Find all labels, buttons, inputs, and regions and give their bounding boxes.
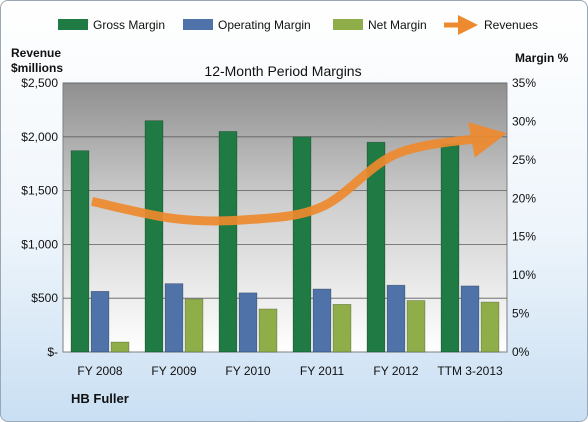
x-tick-label: FY 2008	[77, 364, 122, 378]
y-right-tick-label: 0%	[512, 345, 530, 359]
y-right-tick-label: 25%	[512, 153, 536, 167]
x-tick-label: FY 2011	[300, 364, 345, 378]
x-tick-label: FY 2009	[151, 364, 196, 378]
legend: Gross Margin Operating Margin Net Margin…	[58, 15, 538, 35]
y-right-tick-label: 20%	[512, 191, 536, 205]
y-left-ticks: $- $500 $1,000 $1,500 $2,000 $2,500	[21, 76, 58, 359]
y-right-ticks: 0% 5% 10% 15% 20% 25% 30% 35%	[512, 76, 536, 359]
x-tick-label: FY 2010	[225, 364, 270, 378]
bar-net-margin	[406, 300, 426, 353]
line-revenues	[91, 122, 507, 226]
company-label: HB Fuller	[71, 391, 129, 406]
x-category-labels: FY 2008 FY 2009 FY 2010 FY 2011 FY 2012 TTM 3…	[77, 364, 503, 378]
grid-lines	[63, 82, 507, 299]
legend-item-revenues: Revenues	[444, 15, 538, 35]
y-right-tick-label: 30%	[512, 114, 536, 128]
y-left-tick-label: $1,500	[21, 184, 58, 198]
legend-item-gross-margin: Gross Margin	[58, 18, 165, 32]
bar-net-margin	[184, 298, 204, 353]
y-left-axis-title-line1: Revenue	[11, 46, 61, 60]
bar-operating-margin	[238, 292, 258, 353]
y-right-tick-label: 5%	[512, 307, 530, 321]
y-left-tick-label: $1,000	[21, 237, 58, 251]
bar-gross-margin	[366, 141, 386, 353]
bar-operating-margin	[386, 284, 406, 353]
y-left-tick-label: $-	[47, 345, 58, 359]
y-right-tick-label: 15%	[512, 230, 536, 244]
legend-label-revenues: Revenues	[484, 18, 538, 32]
chart-title: 12-Month Period Margins	[204, 63, 361, 79]
y-left-tick-label: $2,500	[21, 76, 58, 90]
bar-gross-margin	[218, 131, 238, 353]
bar-gross-margin	[292, 136, 312, 353]
legend-item-net-margin: Net Margin	[333, 18, 427, 32]
bar-operating-margin	[90, 290, 110, 353]
bar-gross-margin	[440, 143, 460, 353]
y-right-axis-title: Margin %	[515, 51, 569, 65]
y-left-tick-label: $2,000	[21, 130, 58, 144]
y-left-axis-title-line2: $millions	[11, 61, 63, 75]
bar-net-margin	[258, 308, 278, 353]
revenue-line	[91, 122, 507, 226]
legend-label-gross-margin: Gross Margin	[93, 18, 165, 32]
legend-swatch-operating-margin	[183, 19, 213, 30]
bar-marks	[70, 120, 500, 353]
bar-operating-margin	[312, 288, 332, 353]
legend-label-operating-margin: Operating Margin	[218, 18, 311, 32]
legend-swatch-net-margin	[333, 19, 363, 30]
bar-operating-margin	[460, 285, 480, 353]
legend-swatch-gross-margin	[58, 19, 88, 30]
bar-net-margin	[332, 304, 352, 353]
bar-gross-margin	[70, 150, 90, 353]
bar-net-margin	[110, 341, 130, 353]
bar-operating-margin	[164, 283, 184, 353]
legend-item-operating-margin: Operating Margin	[183, 18, 311, 32]
y-right-tick-label: 35%	[512, 76, 536, 90]
bar-net-margin	[480, 301, 500, 353]
y-right-tick-label: 10%	[512, 268, 536, 282]
x-tick-label: TTM 3-2013	[437, 364, 503, 378]
x-tick-label: FY 2012	[373, 364, 418, 378]
legend-label-net-margin: Net Margin	[368, 18, 427, 32]
y-left-tick-label: $500	[31, 291, 58, 305]
bar-gross-margin	[144, 120, 164, 353]
